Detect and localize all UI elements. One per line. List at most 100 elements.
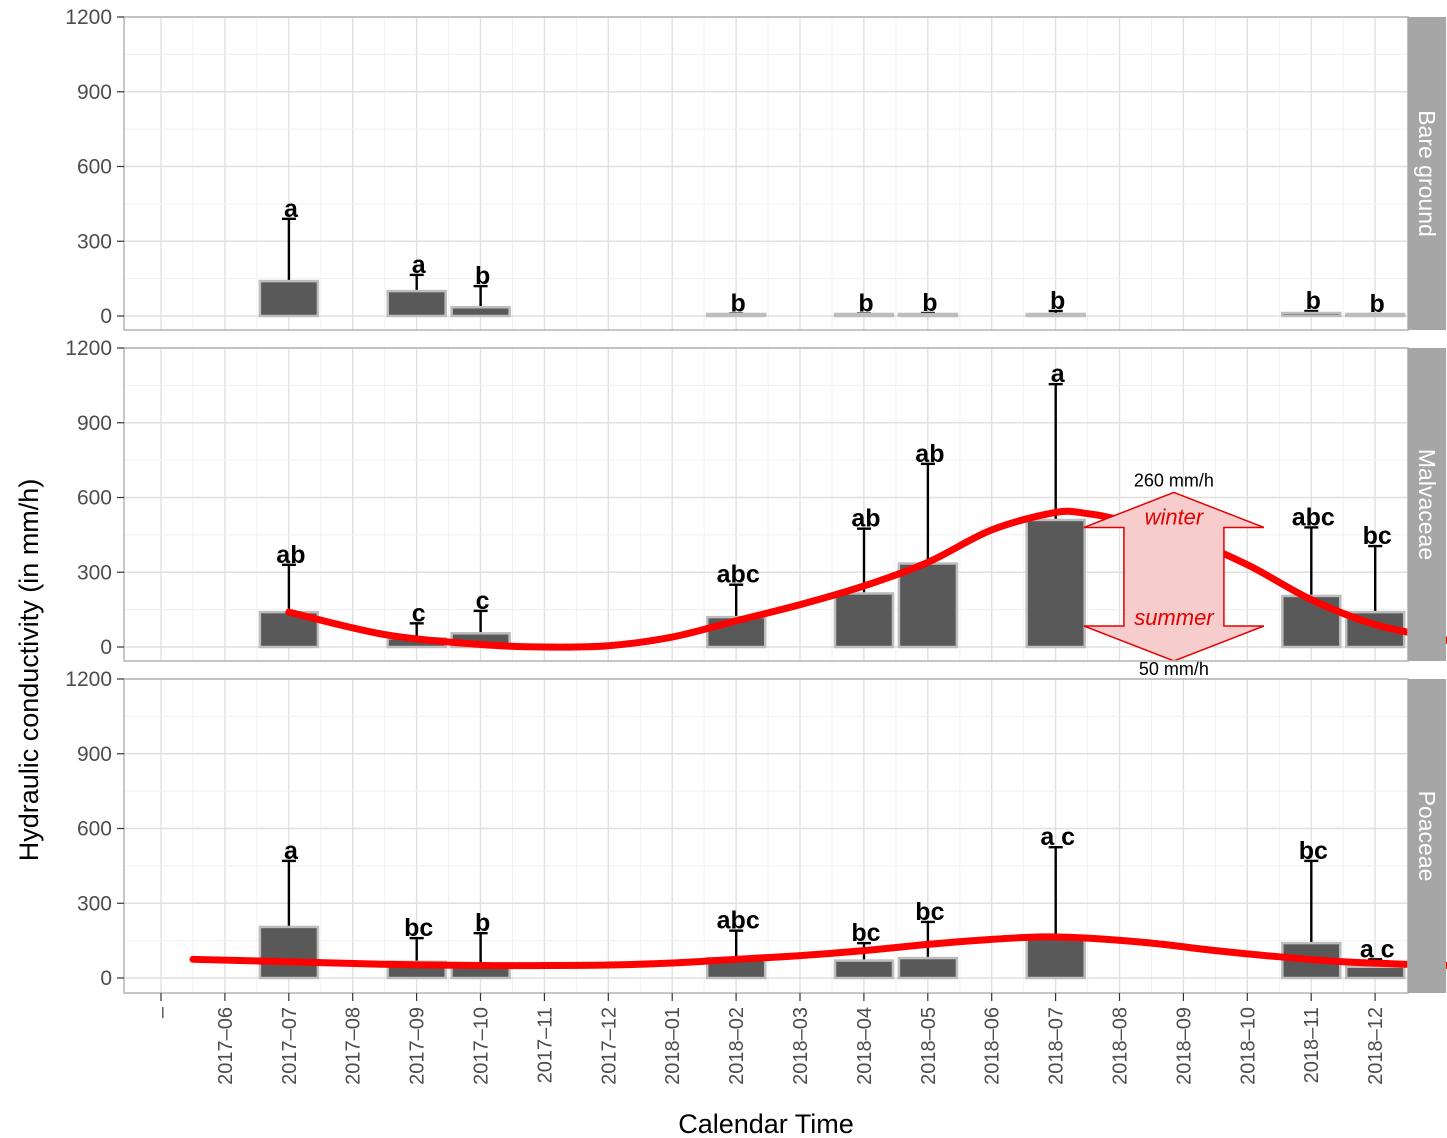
significance-label: b bbox=[1050, 287, 1065, 315]
x-tick-label: 2017–10 bbox=[471, 1007, 493, 1085]
bar bbox=[833, 312, 895, 318]
y-tick-label: 0 bbox=[100, 305, 112, 328]
significance-label: bc bbox=[851, 919, 880, 947]
x-tick-label: 2018–10 bbox=[1237, 1007, 1259, 1085]
significance-label: abc bbox=[717, 561, 760, 589]
facet-strip-label: Bare ground bbox=[1414, 110, 1440, 237]
x-tick-label: 2018–06 bbox=[982, 1007, 1004, 1085]
x-tick-label: 2018–12 bbox=[1365, 1007, 1387, 1085]
bar bbox=[833, 959, 895, 980]
significance-label: abc bbox=[1292, 503, 1335, 531]
significance-label: ab bbox=[915, 440, 944, 468]
bar bbox=[1025, 518, 1086, 649]
panel-bare-ground: a a b b b b b b b Bare ground 0 300 600 900 1200 bbox=[65, 6, 1446, 331]
x-tick-label: 2018–03 bbox=[790, 1007, 812, 1085]
bar bbox=[833, 592, 895, 649]
y-tick-label: 300 bbox=[77, 230, 112, 253]
x-axis-title: Calendar Time bbox=[678, 1109, 854, 1138]
y-axis-title: Hydraulic conductivity (in mm/h) bbox=[14, 479, 44, 862]
x-tick-label: 2018–07 bbox=[1046, 1007, 1068, 1085]
y-tick-label: 900 bbox=[77, 743, 112, 766]
y-tick-label: 900 bbox=[77, 412, 112, 435]
significance-label: ab bbox=[851, 505, 880, 533]
bar bbox=[1344, 312, 1406, 318]
panel-background bbox=[124, 17, 1408, 330]
y-tick-label: 1200 bbox=[65, 337, 112, 360]
significance-label: a c bbox=[1040, 823, 1075, 851]
significance-label: a bbox=[284, 837, 299, 865]
smooth-trend-curve bbox=[189, 933, 1447, 970]
x-tick-label: 2017–07 bbox=[279, 1007, 301, 1085]
annotation-top-text: 260 mm/h bbox=[1134, 470, 1214, 490]
significance-label: b bbox=[475, 909, 490, 937]
y-tick-label: 0 bbox=[100, 967, 112, 990]
x-tick-label: 2018–01 bbox=[662, 1007, 684, 1085]
bar bbox=[386, 289, 447, 318]
y-tick-label: 0 bbox=[100, 636, 112, 659]
bar bbox=[897, 562, 959, 649]
y-tick-label: 600 bbox=[77, 818, 112, 841]
facet-strip-label: Malvaceae bbox=[1414, 449, 1440, 560]
significance-label: b bbox=[858, 290, 873, 318]
significance-label: ab bbox=[276, 541, 305, 569]
significance-label: b bbox=[731, 290, 746, 318]
y-tick-label: 600 bbox=[77, 156, 112, 179]
significance-label: b bbox=[475, 262, 490, 290]
significance-label: bc bbox=[404, 914, 433, 942]
x-tick-label: 2018–02 bbox=[726, 1007, 748, 1085]
bar bbox=[1344, 965, 1406, 980]
significance-label: c bbox=[412, 599, 426, 627]
bar bbox=[1025, 312, 1086, 318]
x-tick-label: 2017–11 bbox=[534, 1007, 556, 1083]
annotation-winter-text: winter bbox=[1145, 504, 1205, 529]
bar bbox=[450, 306, 511, 318]
x-tick-label: 2018–04 bbox=[854, 1007, 876, 1085]
x-tick-label: 2018–05 bbox=[918, 1007, 940, 1085]
bar bbox=[1281, 594, 1342, 649]
significance-label: a bbox=[1051, 360, 1066, 388]
bar bbox=[897, 312, 959, 318]
annotation-summer-text: summer bbox=[1134, 605, 1215, 630]
y-tick-label: 300 bbox=[77, 561, 112, 584]
significance-label: abc bbox=[717, 907, 760, 935]
y-tick-label: 1200 bbox=[65, 668, 112, 691]
x-tick-label: 2018–11 bbox=[1301, 1007, 1323, 1083]
significance-label: a c bbox=[1360, 935, 1395, 963]
x-tick-label: – bbox=[151, 1006, 173, 1018]
significance-label: b bbox=[1370, 290, 1385, 318]
significance-label: a bbox=[412, 251, 427, 279]
x-tick-label: 2017–06 bbox=[215, 1007, 237, 1085]
facet-strip bbox=[1408, 17, 1446, 330]
bar bbox=[258, 279, 320, 318]
y-tick-label: 1200 bbox=[65, 6, 112, 29]
facet-strip bbox=[1408, 679, 1446, 993]
significance-label: bc bbox=[1299, 837, 1328, 865]
x-tick-label: 2017–09 bbox=[407, 1007, 429, 1085]
y-tick-label: 600 bbox=[77, 487, 112, 510]
significance-label: b bbox=[1306, 287, 1321, 315]
annotation-bottom-text: 50 mm/h bbox=[1139, 659, 1209, 679]
y-tick-label: 300 bbox=[77, 892, 112, 915]
significance-label: a bbox=[284, 195, 299, 223]
facet-strip bbox=[1408, 348, 1446, 661]
x-tick-label: 2017–12 bbox=[598, 1007, 620, 1085]
significance-label: b bbox=[922, 289, 937, 317]
significance-label: c bbox=[476, 587, 490, 615]
significance-label: bc bbox=[1363, 522, 1392, 550]
bar bbox=[1281, 311, 1342, 318]
bar bbox=[897, 956, 959, 980]
x-tick-label: 2017–08 bbox=[343, 1007, 365, 1085]
x-tick-label: 2018–08 bbox=[1110, 1007, 1132, 1085]
bar bbox=[705, 312, 767, 318]
facet-strip-label: Poaceae bbox=[1414, 791, 1440, 882]
significance-label: bc bbox=[915, 898, 944, 926]
smooth-trend-curve bbox=[285, 507, 1447, 651]
x-tick-label: 2018–09 bbox=[1173, 1007, 1195, 1085]
bar bbox=[258, 925, 320, 980]
bar bbox=[1025, 935, 1086, 980]
y-tick-label: 900 bbox=[77, 81, 112, 104]
